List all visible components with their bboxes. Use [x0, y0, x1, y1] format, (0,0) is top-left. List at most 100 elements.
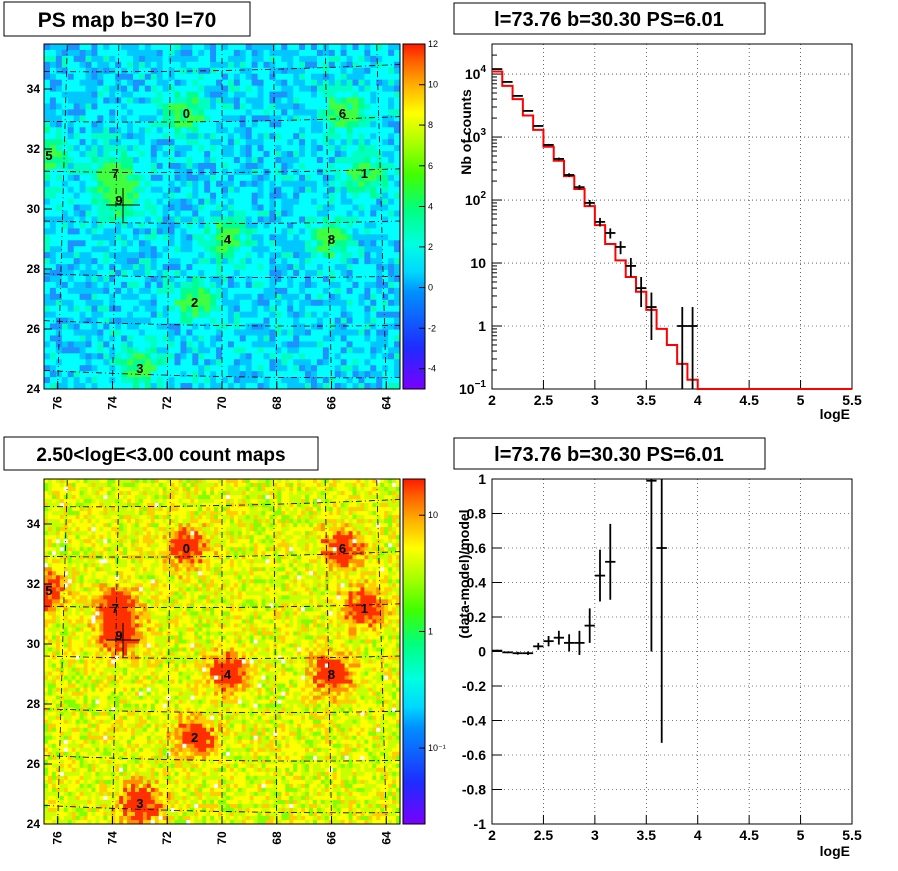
spectrum-y-label: Nb of counts [458, 89, 474, 175]
data-point [492, 68, 503, 70]
x-tick-label: 3 [591, 392, 599, 408]
source-label: 1 [361, 601, 368, 616]
data-point [543, 143, 554, 146]
residual-panel: 2 2.5 3 3.5 4 4.5 5 5.5 -1 -0.8 -0.6 -0.4 -0.2 0 0.2 0… [453, 437, 862, 859]
x-tick-label: 2.5 [534, 392, 554, 408]
x-tick-label: 64 [379, 831, 393, 845]
data-point [533, 642, 544, 650]
y-tick-label: 10−1 [459, 379, 486, 397]
colorbar-tick-label: -4 [428, 364, 436, 374]
y-tick-label: 0.6 [467, 540, 487, 556]
colorbar-tick-label: 12 [428, 39, 438, 49]
data-point [533, 125, 544, 127]
source-label: 7 [112, 166, 119, 181]
x-tick-label: 4 [694, 392, 702, 408]
ps-map-y-axis: 24 26 28 30 32 34 [27, 82, 52, 396]
y-tick-label: 30 [27, 202, 41, 216]
x-tick-label: 70 [215, 831, 229, 845]
data-point [543, 635, 554, 647]
spectrum-model-histogram [492, 70, 852, 390]
ps-map-sources: 0 1 2 3 4 5 6 7 8 9 [45, 106, 368, 376]
y-tick-label: -0.8 [462, 782, 486, 798]
count-map-sources: 0 1 2 3 4 5 6 7 8 9 [45, 541, 368, 811]
x-tick-label: 68 [270, 396, 284, 410]
source-label: 8 [328, 232, 335, 247]
residual-x-label: logE [820, 843, 850, 859]
source-label: 7 [112, 601, 119, 616]
x-tick-label: 74 [105, 831, 119, 845]
data-point [553, 157, 564, 161]
y-tick-label: 26 [27, 322, 41, 336]
source-label: 4 [224, 667, 232, 682]
data-point [656, 479, 667, 743]
count-map-heatmap [44, 479, 400, 824]
count-map-x-axis: 76 74 72 70 68 66 64 [51, 816, 393, 845]
count-map-colorbar-ticks: 10 1 10⁻¹ [419, 510, 446, 753]
source-label: 5 [45, 148, 52, 163]
y-tick-label: 28 [27, 697, 41, 711]
data-point [594, 549, 606, 602]
spectrum-x-axis: 2 2.5 3 3.5 4 4.5 5 5.5 [488, 380, 862, 408]
data-point [564, 173, 575, 177]
data-point [594, 217, 606, 227]
data-point [584, 200, 595, 207]
colorbar-tick-label: -2 [428, 323, 436, 333]
residual-y-label: (data-model)/model [456, 509, 472, 638]
colorbar-tick-label: 10 [428, 510, 438, 520]
ps-map-title: PS map b=30 l=70 [38, 9, 217, 32]
data-point [512, 94, 523, 97]
y-tick-label: 0 [478, 644, 486, 660]
source-label: 6 [339, 541, 346, 556]
count-map-coordinate-grid [44, 479, 400, 824]
x-tick-label: 4 [694, 827, 702, 843]
x-tick-label: 5 [797, 827, 805, 843]
count-map-marker-cross [106, 623, 140, 657]
x-tick-label: 70 [215, 396, 229, 410]
y-tick-label: 32 [27, 577, 41, 591]
y-tick-label: -1 [474, 816, 487, 832]
source-label: 0 [183, 106, 190, 121]
colorbar-tick-label: 8 [428, 120, 433, 130]
spectrum-x-label: logE [820, 406, 850, 422]
spectrum-panel: 2 2.5 3 3.5 4 4.5 5 5.5 10−1 1 10 102 103 104 logE N… [453, 2, 862, 422]
x-tick-label: 5.5 [842, 827, 862, 843]
x-tick-label: 3 [591, 827, 599, 843]
source-label: 1 [361, 166, 368, 181]
x-tick-label: 72 [160, 831, 174, 845]
y-tick-label: -0.2 [462, 678, 486, 694]
data-point [522, 110, 534, 112]
y-tick-label: 102 [465, 190, 487, 208]
ps-map-x-axis: 76 74 72 70 68 66 64 [51, 381, 393, 410]
y-tick-label: 30 [27, 637, 41, 651]
x-tick-label: 64 [379, 396, 393, 410]
spectrum-title: l=73.76 b=30.30 PS=6.01 [494, 9, 724, 31]
residual-data-points [492, 479, 667, 743]
y-tick-label: 28 [27, 262, 41, 276]
x-tick-label: 5.5 [842, 392, 862, 408]
x-tick-label: 66 [325, 396, 339, 410]
residual-grid [491, 478, 853, 825]
data-point [502, 651, 513, 654]
count-map-title: 2.50<logE<3.00 count maps [36, 445, 285, 466]
x-tick-label: 2.5 [534, 827, 554, 843]
x-tick-label: 68 [270, 831, 284, 845]
data-point [615, 241, 626, 255]
spectrum-data-points [492, 68, 698, 389]
data-point [574, 185, 585, 190]
spectrum-frame [491, 43, 853, 390]
source-label: 4 [224, 232, 232, 247]
source-label: 9 [115, 628, 122, 643]
colorbar-tick-label: 10 [428, 80, 438, 90]
data-point [584, 608, 595, 643]
y-tick-label: 32 [27, 142, 41, 156]
y-tick-label: 1 [478, 471, 486, 487]
ps-map-colorbar-ticks: 12 10 8 6 4 2 0 -2 -4 [419, 39, 438, 374]
colorbar-tick-label: 10⁻¹ [428, 743, 446, 753]
y-tick-label: 104 [465, 64, 487, 82]
ps-map-marker-cross [106, 188, 140, 222]
y-tick-label: 103 [465, 127, 487, 145]
source-label: 3 [136, 361, 143, 376]
y-tick-label: 34 [27, 82, 41, 96]
